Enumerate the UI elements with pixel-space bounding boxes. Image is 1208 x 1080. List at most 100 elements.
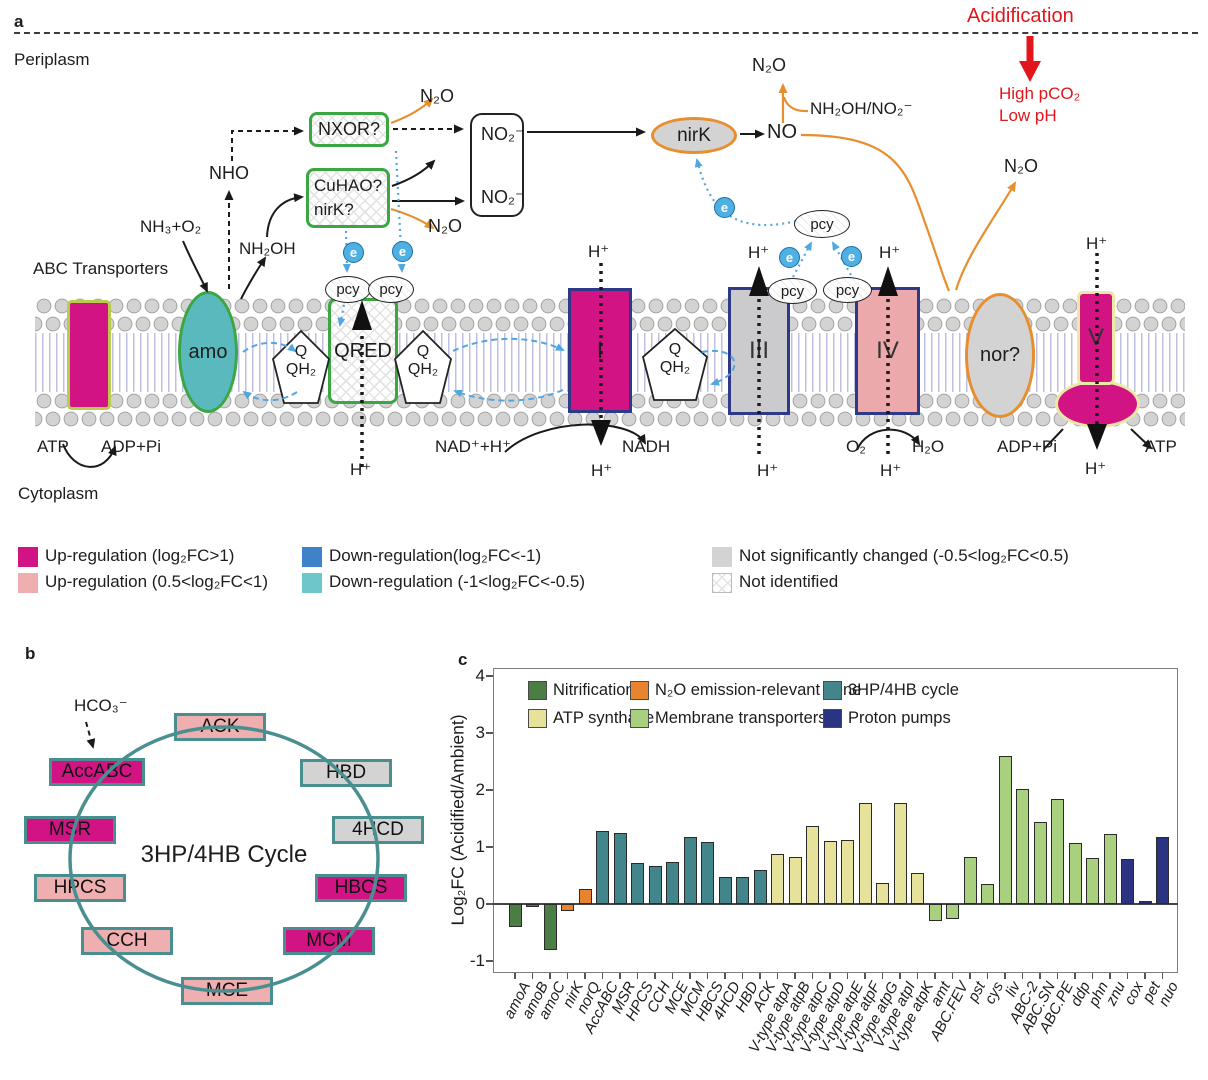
quinone-1: Q QH₂ [273,343,329,380]
y-tick-mark [486,960,493,962]
bar-ddp [1068,843,1082,904]
periplasm-divider [14,32,1198,34]
cuhao-label: CuHAO? [314,176,383,195]
bar-nirK [561,904,574,912]
y-tick-label: 2 [475,780,485,799]
x-tick-mark [531,973,534,979]
chart-frame [493,668,1178,973]
h-plus-below-qred: H⁺ [350,460,372,479]
chart-legend-swatch [630,681,649,700]
pcy-carrier-4: pcy [823,277,872,303]
y-tick-mark [486,846,493,848]
bar-V-type atpE [841,840,854,904]
legend-label: Not significantly changed (-0.5<log₂FC<0… [739,546,1069,565]
x-tick-mark [689,973,691,979]
bar-MCE [666,861,679,904]
atp-synthase-head [1055,380,1140,428]
electron-icon: e [392,241,413,262]
nadh-label: NADH [622,437,671,456]
x-tick-mark [1004,973,1006,979]
chart-legend-swatch [823,681,842,700]
x-tick-mark [706,973,709,979]
pcy-carrier-3: pcy [768,278,817,304]
x-tick-mark [811,973,814,979]
x-tick-mark [986,973,989,979]
bar-pet [1138,901,1152,904]
cycle-node-HBCS: HBCS [315,874,407,902]
legend-swatch [18,547,38,567]
nh3-o2-label: NH₃+O₂ [140,217,202,236]
complex-3: III [728,287,790,415]
x-tick-mark [794,973,796,979]
cycle-node-MSR: MSR [24,816,116,844]
cycle-node-CCH: CCH [81,927,173,955]
complex-3-label: III [748,337,769,364]
legend-label: Down-regulation(log₂FC<-1) [329,546,542,565]
x-tick-mark [619,973,621,979]
x-tick-mark [1056,973,1059,979]
x-tick-mark [759,973,761,979]
quinone-2: Q QH₂ [395,343,451,380]
legend-swatch [302,573,322,593]
panel-b-tag: b [25,644,36,663]
h-plus-above-complex1: H⁺ [588,242,610,261]
bar-V-type atpI [893,803,907,904]
x-tick-mark [1074,973,1076,979]
bar-CCH [648,865,662,904]
no-label: NO [767,121,797,143]
nxor-box: NXOR? [309,112,389,147]
high-pco2-label: High pCO₂ [999,84,1081,103]
electron-icon: e [343,242,364,263]
bar-V-type atpG [876,882,889,904]
panel-a-tag: a [14,12,24,31]
h-plus-above-complex5: H⁺ [1086,234,1108,253]
legend-swatch [18,573,38,593]
pcy-carrier-1: pcy [325,276,371,303]
x-tick-mark [1021,973,1024,979]
y-tick-label: 4 [475,666,485,685]
bar-V-type atpF [858,802,872,904]
cycle-node-MCM: MCM [283,927,375,955]
bar-cox [1121,858,1134,904]
amo-enzyme: amo [178,291,238,413]
x-tick-mark [514,973,516,979]
no2-label-bottom: NO₂⁻ [481,187,525,207]
electron-icon: e [714,197,735,218]
x-tick-mark [916,973,919,979]
bar-ACK [753,869,767,904]
y-tick-label: 3 [475,723,485,742]
chart-legend-label: Proton pumps [848,708,951,727]
y-tick-mark [486,903,493,905]
x-tick-mark [1039,973,1041,979]
bar-norQ [578,888,592,904]
chart-legend-swatch [528,681,547,700]
cuhao-nirk-sub-label: nirK? [314,199,354,219]
h-plus-below-complex4: H⁺ [880,461,902,480]
abc-transporters-label: ABC Transporters [33,259,169,278]
x-tick-mark [741,973,744,979]
cycle-node-HBD: HBD [300,759,392,787]
no2-label-top: NO₂⁻ [481,124,525,144]
acidification-label: Acidification [967,5,1074,27]
x-tick-mark [1126,973,1129,979]
bar-HPCS [631,862,644,904]
bar-4HCD [718,877,732,904]
low-ph-label: Low pH [999,106,1057,125]
x-tick-mark [969,973,971,979]
chart-legend-label: N₂O emission-relevant gene [655,680,862,699]
bar-nuo [1156,837,1169,904]
bar-liv [998,755,1012,904]
nad-h-label: NAD⁺+H⁺ [435,437,512,456]
nxor-label: NXOR? [317,119,380,139]
n2o-label-nor: N₂O [1004,156,1038,176]
legend-label: Up-regulation (0.5<log₂FC<1) [45,572,268,591]
x-tick-mark [899,973,901,979]
bar-MSR [613,832,627,904]
x-tick-mark [934,973,936,979]
o2-label: O₂ [846,437,866,456]
bar-phn [1086,857,1099,904]
hco3-label: HCO₃⁻ [74,696,128,715]
x-tick-mark [951,973,954,979]
qh2-label: QH₂ [659,359,691,377]
x-tick-mark [1161,973,1164,979]
